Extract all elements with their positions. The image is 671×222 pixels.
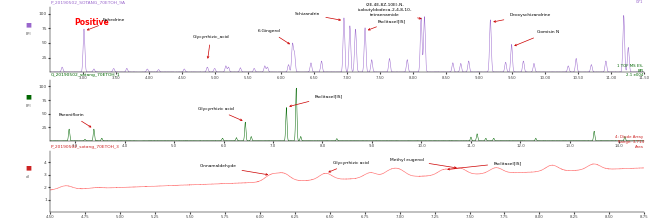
Text: Glycyrrhizic_acid: Glycyrrhizic_acid: [193, 35, 229, 58]
Text: TOF MS ES+
BPI
071: TOF MS ES+ BPI 071: [619, 0, 643, 4]
Text: Positive: Positive: [74, 18, 109, 28]
Text: P_20190502_SOTANG_70ETOH_9A: P_20190502_SOTANG_70ETOH_9A: [50, 0, 125, 4]
Text: e2: e2: [25, 174, 30, 179]
Text: ■: ■: [25, 166, 32, 170]
Text: Deoxyschizandrine: Deoxyschizandrine: [494, 13, 551, 22]
Text: Glycyrrhizic acid: Glycyrrhizic acid: [329, 161, 368, 172]
Text: 6-Gingerol: 6-Gingerol: [258, 29, 289, 44]
Text: Glycyrrhizic acid: Glycyrrhizic acid: [198, 107, 242, 121]
Text: Paclitaxel[IS]: Paclitaxel[IS]: [448, 161, 521, 170]
Text: Ephedrine: Ephedrine: [87, 18, 125, 30]
Text: Paeoniflorin: Paeoniflorin: [59, 113, 91, 127]
Text: Paclitaxel[IS]: Paclitaxel[IS]: [368, 19, 405, 30]
Text: G_20190502_sotang_70ETOH_1: G_20190502_sotang_70ETOH_1: [50, 73, 120, 77]
Text: 1 TOF MS ES-
BPI
2.1 e004: 1 TOF MS ES- BPI 2.1 e004: [617, 64, 643, 77]
Text: Cinnamaldehyde: Cinnamaldehyde: [199, 165, 268, 175]
Text: (2E,4E,8Z,10E)-N-
isobutyldodeca-2,4,8,10-
tetraenamide: (2E,4E,8Z,10E)-N- isobutyldodeca-2,4,8,1…: [358, 3, 421, 19]
Text: Gomisin N: Gomisin N: [515, 30, 559, 46]
Text: Paclitaxel[IS]: Paclitaxel[IS]: [290, 94, 342, 107]
Text: ■: ■: [25, 22, 32, 28]
Text: ■: ■: [25, 95, 32, 99]
Text: Methyl eugenol: Methyl eugenol: [390, 158, 456, 168]
Text: Schizandrin: Schizandrin: [295, 12, 340, 21]
Text: P_20190502_sotang_70ETOH_3: P_20190502_sotang_70ETOH_3: [50, 145, 119, 149]
Text: 4: Diode Array
Range: 3,714
Area: 4: Diode Array Range: 3,714 Area: [615, 135, 643, 149]
Text: BPI: BPI: [25, 103, 31, 108]
Text: BPI: BPI: [25, 32, 31, 36]
